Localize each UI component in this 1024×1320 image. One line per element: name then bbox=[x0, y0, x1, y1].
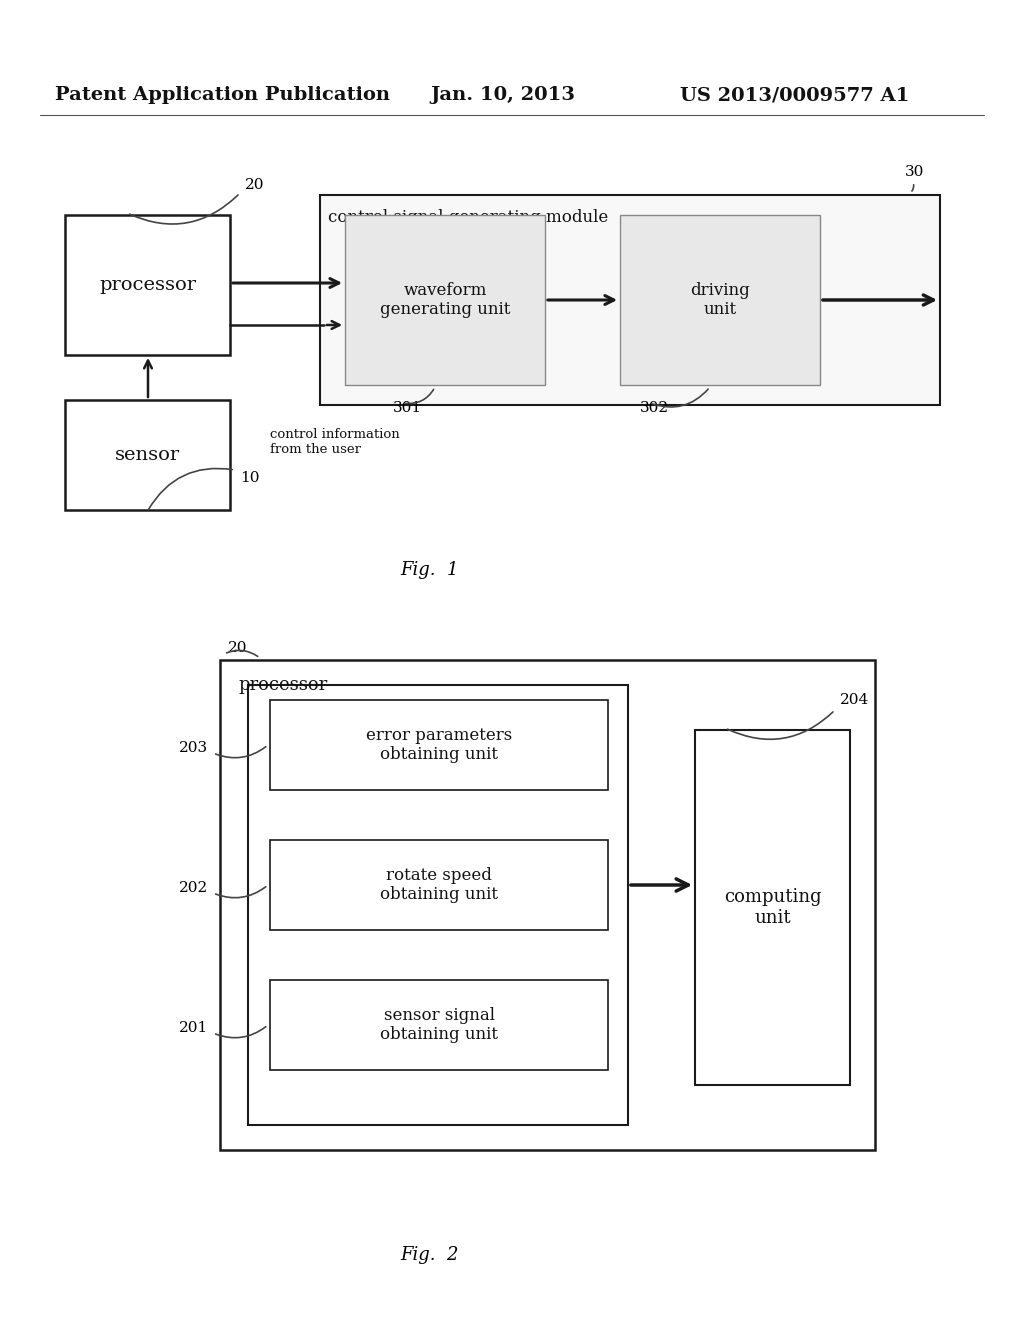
Bar bbox=[248, 685, 628, 1125]
Text: driving
unit: driving unit bbox=[690, 281, 750, 318]
Text: 301: 301 bbox=[393, 401, 422, 414]
Text: 302: 302 bbox=[640, 401, 669, 414]
Text: rotate speed
obtaining unit: rotate speed obtaining unit bbox=[380, 867, 498, 903]
Text: Jan. 10, 2013: Jan. 10, 2013 bbox=[430, 86, 575, 104]
Text: error parameters
obtaining unit: error parameters obtaining unit bbox=[366, 727, 512, 763]
Text: 201: 201 bbox=[179, 1020, 208, 1035]
Text: 30: 30 bbox=[905, 165, 925, 180]
Text: control information
from the user: control information from the user bbox=[270, 428, 399, 455]
Text: 204: 204 bbox=[840, 693, 869, 708]
Bar bbox=[695, 730, 850, 1085]
Text: waveform
generating unit: waveform generating unit bbox=[380, 281, 510, 318]
Bar bbox=[270, 700, 608, 789]
Text: US 2013/0009577 A1: US 2013/0009577 A1 bbox=[680, 86, 909, 104]
Text: 20: 20 bbox=[228, 642, 248, 655]
Bar bbox=[319, 195, 940, 405]
Bar bbox=[220, 660, 874, 1150]
Text: Fig.  2: Fig. 2 bbox=[400, 1246, 459, 1265]
Text: computing
unit: computing unit bbox=[724, 888, 821, 927]
Bar bbox=[270, 979, 608, 1071]
Text: sensor signal
obtaining unit: sensor signal obtaining unit bbox=[380, 1007, 498, 1043]
Text: 10: 10 bbox=[240, 471, 259, 484]
Text: 203: 203 bbox=[179, 741, 208, 755]
Text: control signal generating module: control signal generating module bbox=[328, 209, 608, 226]
Text: Patent Application Publication: Patent Application Publication bbox=[55, 86, 390, 104]
Text: 202: 202 bbox=[179, 880, 208, 895]
Bar bbox=[345, 215, 545, 385]
Bar bbox=[65, 215, 230, 355]
Text: processor: processor bbox=[238, 676, 328, 694]
Bar bbox=[270, 840, 608, 931]
Text: Fig.  1: Fig. 1 bbox=[400, 561, 459, 579]
Text: sensor: sensor bbox=[115, 446, 180, 465]
Text: 20: 20 bbox=[245, 178, 264, 191]
Text: processor: processor bbox=[99, 276, 196, 294]
Bar bbox=[65, 400, 230, 510]
Bar bbox=[620, 215, 820, 385]
